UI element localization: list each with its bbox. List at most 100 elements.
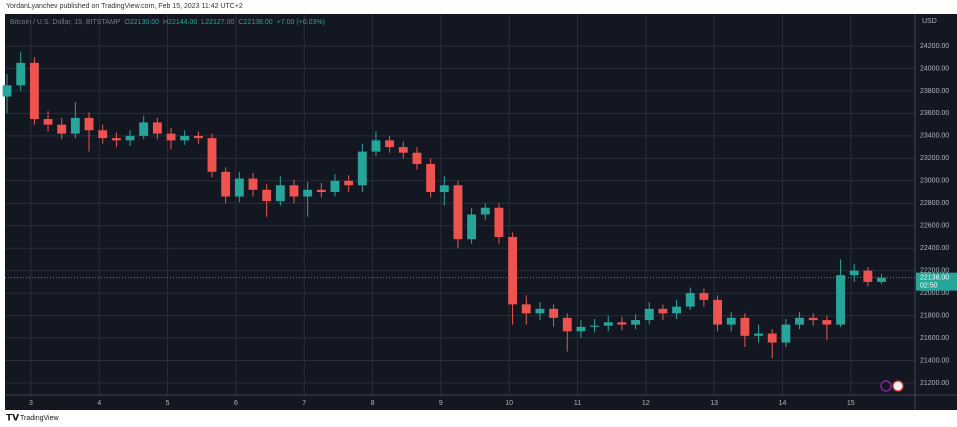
y-tick-label: 21200.00	[920, 380, 949, 387]
candle-body	[672, 306, 682, 314]
candle-body	[849, 270, 859, 276]
candle-body	[617, 322, 627, 325]
candle-body	[590, 325, 600, 327]
legend-h: 22144.00	[168, 19, 197, 26]
candle-body	[357, 151, 367, 186]
candle-body	[562, 317, 572, 332]
candle-body	[631, 320, 641, 325]
legend-o-label: O	[124, 19, 130, 26]
y-tick-label: 21800.00	[920, 312, 949, 319]
y-tick-label: 22200.00	[920, 268, 949, 275]
x-tick-label: 10	[505, 400, 513, 407]
x-tick-label: 5	[166, 400, 170, 407]
legend-l-label: L	[201, 19, 205, 26]
currency-label: USD	[922, 18, 937, 25]
footer-brand: TradingView	[20, 415, 59, 422]
event-icon[interactable]	[880, 380, 892, 392]
candle-body	[57, 124, 67, 134]
y-tick-label: 23400.00	[920, 133, 949, 140]
candle-body	[453, 185, 463, 240]
candle-body	[426, 163, 436, 193]
candle-body	[166, 133, 176, 141]
candle-body	[480, 207, 490, 215]
candle-body	[754, 333, 763, 336]
candle-body	[877, 277, 886, 282]
flag-icon[interactable]	[892, 380, 904, 392]
candle-body	[863, 270, 873, 282]
candle-body	[275, 185, 285, 202]
candle-body	[111, 138, 121, 141]
legend-o: 22130.00	[130, 19, 159, 26]
candle-body	[316, 189, 326, 193]
x-tick-label: 15	[847, 400, 855, 407]
y-tick-label: 22000.00	[920, 290, 949, 297]
y-tick-label: 21600.00	[920, 335, 949, 342]
legend-l: 22127.00	[205, 19, 234, 26]
candle-body	[658, 308, 668, 314]
candle-body	[180, 135, 190, 141]
candle-body	[781, 324, 791, 343]
candles	[2, 51, 886, 359]
candle-body	[344, 180, 354, 186]
legend-symbol: Bitcoin / U.S. Dollar, 15, BITSTAMP	[10, 19, 121, 26]
legend-change: +7.00 (+0.03%)	[277, 19, 325, 26]
candle-body	[508, 236, 518, 305]
legend: Bitcoin / U.S. Dollar, 15, BITSTAMP O2213…	[10, 19, 325, 26]
y-tick-label: 24000.00	[920, 65, 949, 72]
candle-body	[726, 317, 736, 325]
candle-body	[836, 275, 845, 325]
x-tick-label: 8	[371, 400, 375, 407]
candle-body	[398, 147, 408, 153]
candle-body	[685, 293, 695, 307]
y-tick-label: 21400.00	[920, 357, 949, 364]
y-tick-label: 23800.00	[920, 88, 949, 95]
y-tick-label: 23000.00	[920, 178, 949, 185]
candle-body	[2, 85, 12, 97]
y-tick-label: 23600.00	[920, 110, 949, 117]
candle-body	[808, 317, 818, 321]
candle-body	[713, 299, 723, 325]
x-tick-label: 12	[642, 400, 650, 407]
candle-body	[767, 333, 777, 343]
candle-body	[385, 140, 395, 148]
candle-body	[125, 135, 135, 141]
candle-body	[193, 135, 203, 139]
candle-body	[289, 185, 299, 197]
candle-body	[412, 152, 422, 164]
candle-body	[699, 293, 709, 300]
candle-body	[29, 62, 39, 120]
candle-body	[207, 138, 217, 172]
candle-body	[549, 308, 559, 318]
legend-h-label: H	[163, 19, 168, 26]
candle-body	[740, 317, 750, 336]
y-tick-label: 24200.00	[920, 43, 949, 50]
candle-body	[221, 171, 231, 197]
x-tick-label: 14	[779, 400, 787, 407]
candle-body	[535, 308, 545, 314]
candle-body	[603, 322, 613, 326]
candle-body	[494, 207, 504, 237]
candle-body	[98, 130, 108, 139]
candle-body	[330, 180, 340, 193]
candle-body	[139, 122, 149, 136]
y-tick-label: 22400.00	[920, 245, 949, 252]
y-tick-label: 22800.00	[920, 200, 949, 207]
candle-body	[521, 304, 531, 314]
candle-body	[43, 119, 53, 125]
y-tick-label: 22600.00	[920, 223, 949, 230]
last-price-box	[916, 272, 957, 291]
candle-body	[262, 189, 272, 202]
candle-body	[822, 320, 832, 325]
candle-body	[439, 185, 449, 193]
legend-c: 22138.00	[243, 19, 272, 26]
last-price-label: 22138.00	[920, 274, 949, 281]
x-tick-label: 13	[710, 400, 718, 407]
candle-body	[303, 189, 313, 197]
candle-body	[576, 326, 586, 332]
candle-body	[248, 178, 258, 190]
candle-body	[70, 117, 80, 134]
candle-body	[234, 178, 244, 197]
x-tick-label: 3	[29, 400, 33, 407]
countdown-label: 02:50	[920, 282, 938, 289]
